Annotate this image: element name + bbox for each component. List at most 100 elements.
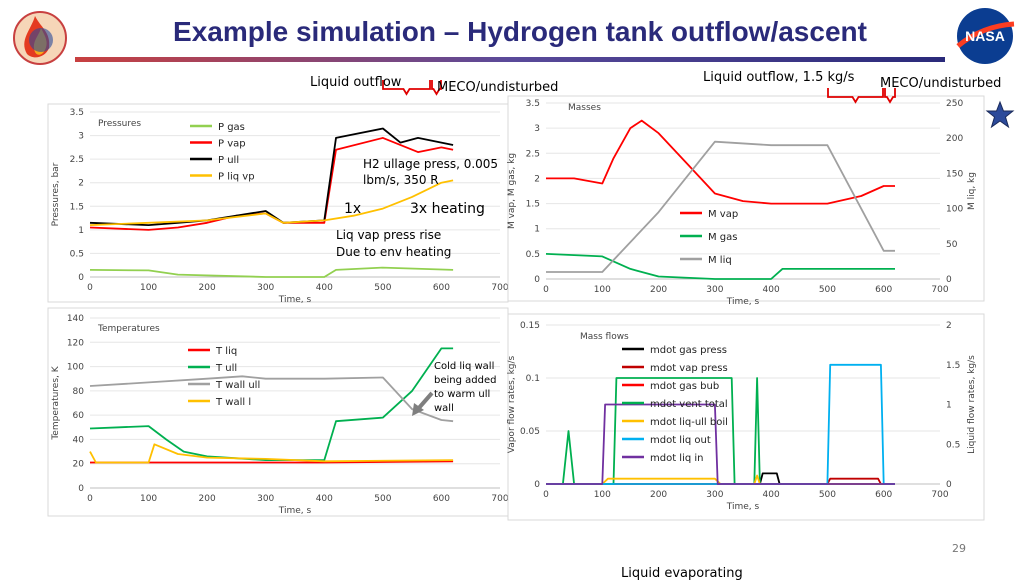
y-tick-label: 100	[67, 363, 84, 373]
annotation-liq-vap-1: Liq vap press rise	[336, 228, 442, 242]
y-axis-label: M vap, M gas, kg	[507, 153, 517, 229]
y-tick-label: 2.5	[70, 155, 84, 165]
y-tick-label: 0	[78, 273, 84, 283]
y2-tick-label: 2	[946, 321, 952, 331]
arrow-icon	[416, 391, 434, 411]
y2-tick-label: 1.5	[946, 361, 960, 371]
y-axis-label: Pressures, bar	[51, 162, 61, 226]
annotation-cold-wall-4: wall	[434, 403, 454, 414]
y-tick-label: 0.5	[526, 250, 540, 260]
x-tick-label: 400	[763, 285, 780, 295]
legend: T liq T ull T wall ull T wall l	[188, 346, 260, 408]
legend-entry: T wall l	[215, 397, 251, 408]
y-tick-label: 0.1	[526, 374, 540, 384]
series-line-m-vap	[546, 119, 895, 205]
series-line-p-liq-vp	[89, 179, 454, 226]
series-line-t-ull	[89, 347, 454, 462]
x-tick-label: 300	[706, 285, 723, 295]
annotation-heat-3x: 3x heating	[410, 201, 485, 217]
x-tick-label: 400	[316, 283, 333, 293]
y-tick-label: 140	[67, 314, 84, 324]
y-tick-label: 0.15	[520, 321, 540, 331]
series-line-mdot-vent-total	[546, 377, 895, 485]
annotation-cold-wall-2: being added	[434, 375, 497, 386]
x-tick-label: 200	[650, 490, 667, 500]
y-tick-label: 60	[73, 411, 85, 421]
x-tick-label: 700	[491, 494, 508, 504]
legend-entry: P ull	[218, 155, 239, 166]
y-tick-label: 0.5	[70, 249, 84, 259]
x-tick-label: 200	[650, 285, 667, 295]
annotation-cold-wall-1: Cold liq wall	[434, 361, 495, 372]
annotation-cold-wall-3: to warm ull	[434, 389, 491, 400]
y2-tick-label: 200	[946, 134, 963, 144]
x-tick-label: 0	[543, 285, 549, 295]
x-tick-label: 300	[706, 490, 723, 500]
chart-title: Temperatures	[97, 324, 160, 334]
y2-axis-label: Liquid flow rates, kg/s	[967, 355, 977, 454]
y2-tick-label: 0.5	[946, 440, 960, 450]
legend-entry: T wall ull	[215, 380, 260, 391]
y-tick-label: 3.5	[526, 99, 540, 109]
y-tick-label: 20	[73, 460, 85, 470]
chart-temperatures: 0 20 40 60 80 100 120 140 0 100 200 300 400 500 600 700…	[47, 307, 509, 517]
nasa-meatball-logo-icon: NASA	[956, 8, 1015, 64]
chart-title: Mass flows	[580, 332, 629, 342]
artemis-flame-logo-icon	[13, 11, 67, 65]
y-tick-label: 0	[78, 484, 84, 494]
x-tick-label: 0	[87, 283, 93, 293]
y2-tick-label: 250	[946, 99, 963, 109]
legend-entry: T ull	[215, 363, 237, 374]
x-tick-label: 500	[819, 285, 836, 295]
annotation-liq-vap-2: Due to env heating	[336, 245, 452, 259]
x-axis-label: Time, s	[726, 297, 760, 307]
y-tick-label: 80	[73, 387, 85, 397]
legend-entry: mdot gas bub	[650, 381, 719, 392]
series-line-m-liq	[546, 140, 895, 273]
legend: mdot gas press mdot vap press mdot gas bub…	[622, 345, 728, 464]
chart-title: Masses	[568, 103, 601, 113]
series-line-t-wall-l	[89, 443, 454, 464]
y2-tick-label: 50	[946, 240, 958, 250]
y-tick-label: 0.05	[520, 427, 540, 437]
y-tick-label: 0	[534, 275, 540, 285]
brace-icon	[431, 80, 442, 96]
x-tick-label: 600	[875, 490, 892, 500]
annotation-heat-1x: 1x	[344, 201, 362, 217]
legend-entry: mdot liq-ull boil	[650, 417, 728, 428]
chart-pressures: 0 0.5 1 1.5 2 2.5 3 3.5 0 100 200 300 400 500 600 700 Ti…	[47, 103, 509, 305]
title-rule	[75, 57, 945, 62]
x-tick-label: 100	[594, 285, 611, 295]
y2-axis-label: M liq, kg	[967, 172, 977, 210]
x-tick-label: 100	[594, 490, 611, 500]
y-tick-label: 1	[534, 225, 540, 235]
x-tick-label: 500	[374, 494, 391, 504]
y2-tick-label: 0	[946, 480, 952, 490]
series-line-p-gas	[89, 266, 454, 278]
y-tick-label: 40	[73, 435, 85, 445]
legend-entry: mdot vap press	[650, 363, 728, 374]
arrow-head-icon	[412, 403, 424, 416]
x-tick-label: 700	[491, 283, 508, 293]
x-tick-label: 400	[316, 494, 333, 504]
legend-entry: P liq vp	[218, 172, 255, 183]
annotation-liquid-outflow-rate: Liquid outflow, 1.5 kg/s	[703, 70, 855, 85]
page-number: 29	[952, 542, 966, 555]
y2-tick-label: 150	[946, 169, 963, 179]
y-axis-label: Vapor flow rates, kg/s	[507, 355, 517, 453]
x-tick-label: 0	[87, 494, 93, 504]
legend-entry: M vap	[708, 209, 738, 220]
y2-tick-label: 100	[946, 205, 963, 215]
x-axis-label: Time, s	[278, 295, 312, 305]
legend-entry: mdot gas press	[650, 345, 727, 356]
x-tick-label: 300	[257, 494, 274, 504]
y-tick-label: 1.5	[526, 200, 540, 210]
annotation-h2-ullage-2: lbm/s, 350 R	[363, 173, 439, 187]
chart-massflows: 0 0.05 0.1 0.15 0 0.5 1 1.5 2 0 100 200 300 400 500 600…	[507, 313, 985, 521]
y-axis-label: Temperatures, K	[51, 365, 61, 440]
footer-cut-text: Liquid evaporating	[621, 566, 743, 581]
chart-frame	[507, 95, 985, 302]
y-tick-label: 2.5	[526, 149, 540, 159]
x-tick-label: 600	[433, 494, 450, 504]
legend-entry: P gas	[218, 122, 245, 133]
